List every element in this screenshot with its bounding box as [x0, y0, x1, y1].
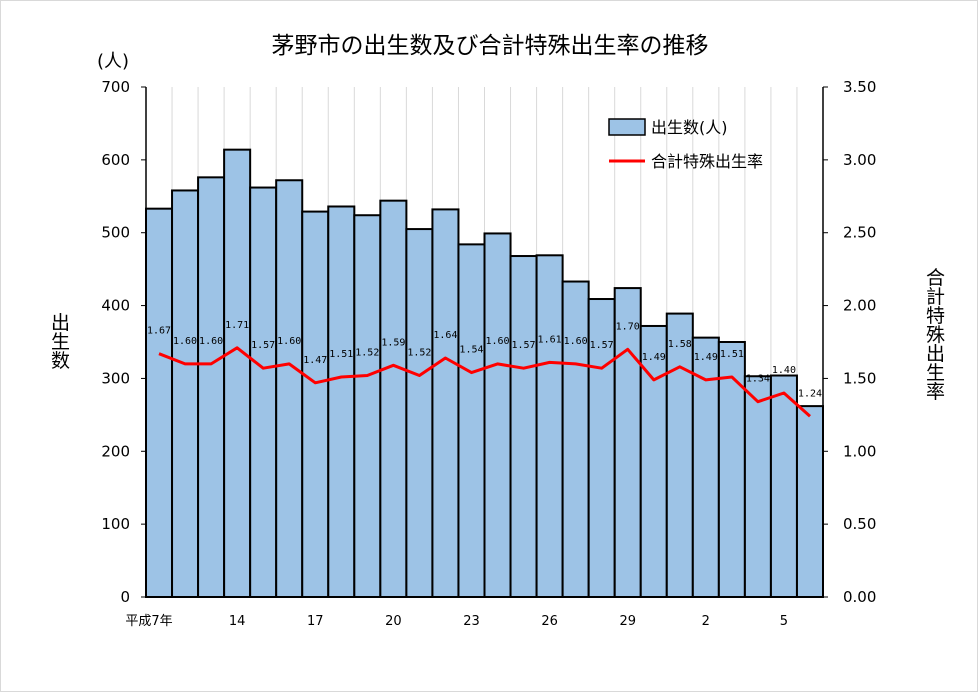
rate-data-label: 1.60 — [485, 336, 509, 347]
bar — [769, 374, 798, 598]
rate-data-label: 1.71 — [225, 320, 249, 331]
right-tick-label: 0.00 — [843, 588, 876, 606]
line-series — [158, 346, 811, 418]
rate-data-label: 1.58 — [668, 339, 692, 350]
bar — [379, 199, 408, 599]
x-tick-label: 20 — [385, 614, 402, 629]
bar — [249, 186, 278, 599]
left-tick-label: 400 — [101, 297, 130, 315]
left-tick-label: 600 — [101, 151, 130, 169]
right-tick-label: 2.00 — [843, 297, 876, 315]
left-tick-label: 700 — [101, 78, 130, 96]
rate-data-label: 1.60 — [173, 336, 197, 347]
bar — [483, 232, 512, 598]
bar — [795, 405, 825, 598]
right-tick-label: 1.00 — [843, 442, 876, 460]
right-tick-label: 0.50 — [843, 515, 876, 533]
rate-data-label: 1.40 — [772, 365, 796, 376]
bar — [639, 324, 668, 598]
rate-data-label: 1.52 — [355, 348, 379, 359]
legend-line-label: 合計特殊出生率 — [651, 152, 763, 171]
rate-data-label: 1.59 — [381, 337, 405, 348]
rate-data-label: 1.70 — [616, 321, 640, 332]
x-tick-label: 26 — [541, 614, 558, 629]
left-tick-label: 100 — [101, 515, 130, 533]
right-axis-title: 合計特殊出生率 — [923, 267, 945, 400]
right-tick-label: 2.50 — [843, 224, 876, 242]
bar — [145, 207, 174, 599]
rate-data-label: 1.61 — [538, 334, 562, 345]
legend-bar-label: 出生数(人) — [651, 118, 728, 137]
x-tick-label: 平成7年 — [125, 614, 172, 629]
rate-data-label: 1.52 — [407, 348, 431, 359]
rate-data-label: 1.67 — [147, 326, 171, 337]
bar — [717, 341, 746, 598]
bar — [561, 280, 590, 598]
chart-title: 茅野市の出生数及び合計特殊出生率の推移 — [272, 33, 709, 59]
left-tick-label: 500 — [101, 224, 130, 242]
rate-data-label: 1.57 — [251, 340, 275, 351]
axes: 0 100 200 300 400 500 600 700 0.00 0.50 1.00 1.50 2.… — [101, 78, 876, 629]
bar — [171, 189, 200, 598]
x-tick-label: 5 — [780, 614, 788, 629]
bar — [535, 254, 564, 599]
x-tick-label: 29 — [619, 614, 636, 629]
x-tick-label: 23 — [463, 614, 480, 629]
rate-data-label: 1.60 — [277, 336, 301, 347]
bar — [197, 176, 226, 598]
rate-data-label: 1.49 — [642, 352, 666, 363]
left-tick-label: 300 — [101, 369, 130, 387]
bar — [327, 205, 356, 598]
rate-data-label: 1.51 — [720, 349, 744, 360]
bar — [509, 255, 538, 598]
rate-data-label: 1.51 — [329, 349, 353, 360]
rate-data-label: 1.54 — [459, 345, 483, 356]
data-labels: 1.671.60 1.601.711.57 1.601.471.51 1.521.59… — [147, 320, 822, 399]
bar — [353, 214, 382, 598]
x-tick-label: 14 — [229, 614, 246, 629]
left-axis-title: 出生数 — [48, 312, 70, 369]
right-tick-label: 1.50 — [843, 369, 876, 387]
rate-line — [158, 346, 811, 418]
legend: 出生数(人) 合計特殊出生率 — [608, 118, 763, 171]
bar — [613, 287, 642, 598]
x-tick-label: 2 — [702, 614, 710, 629]
bar — [665, 312, 694, 598]
rate-data-label: 1.60 — [564, 336, 588, 347]
left-tick-label: 0 — [120, 588, 130, 606]
left-axis-unit: (人) — [97, 51, 129, 72]
rate-data-label: 1.47 — [303, 355, 327, 366]
rate-data-label: 1.64 — [433, 330, 457, 341]
bar — [457, 243, 486, 598]
bar — [301, 210, 330, 598]
x-tick-label: 17 — [307, 614, 324, 629]
bar — [405, 228, 434, 598]
rate-data-label: 1.24 — [798, 388, 822, 399]
rate-data-label: 1.57 — [512, 340, 536, 351]
left-tick-label: 200 — [101, 442, 130, 460]
bar — [743, 375, 772, 598]
bar — [223, 148, 252, 599]
legend-bar-swatch — [608, 118, 646, 136]
right-tick-label: 3.00 — [843, 151, 876, 169]
right-tick-label: 3.50 — [843, 78, 876, 96]
rate-data-label: 1.49 — [694, 352, 718, 363]
rate-data-label: 1.60 — [199, 336, 223, 347]
rate-data-label: 1.57 — [590, 340, 614, 351]
bar — [431, 208, 460, 598]
rate-data-label: 1.34 — [746, 374, 770, 385]
bar — [275, 179, 304, 598]
